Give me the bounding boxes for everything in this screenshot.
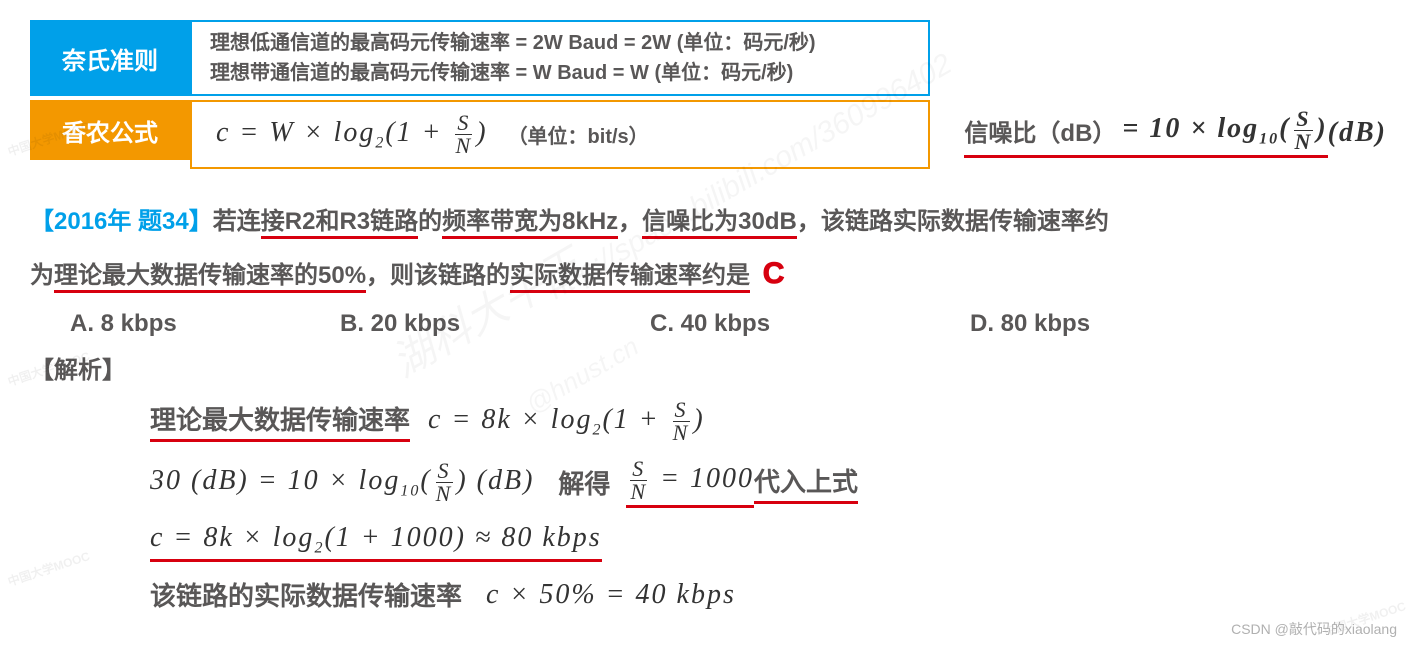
snr-formula: 信噪比（dB） = 10 × log10(SN) (dB): [964, 108, 1387, 158]
nyquist-label: 奈氏准则: [30, 20, 190, 96]
q-underline: 信噪比为30dB: [642, 208, 797, 239]
formula-text: =: [1122, 113, 1149, 144]
q-text: 的: [418, 208, 442, 235]
question-block: 【2016年 题34】若连接R2和R3链路的频率带宽为8kHz，信噪比为30dB…: [30, 199, 1387, 302]
formula-text: ): [476, 117, 487, 148]
fraction: SN: [454, 112, 475, 157]
option-d: D. 80 kbps: [970, 310, 1090, 338]
q-underline: 接R2和R3链路: [261, 208, 418, 239]
formula-text: c = 8k × log: [428, 404, 592, 435]
fraction: SN: [671, 399, 692, 444]
formula-text: ): [1316, 113, 1327, 144]
formula-sub: 2: [314, 539, 324, 556]
frac-den: N: [1292, 131, 1314, 153]
answer-mark: C: [763, 257, 785, 290]
sol-label: 理论最大数据传输速率: [150, 400, 410, 442]
shannon-unit: （单位：bit/s）: [508, 120, 649, 149]
shannon-formula: c = W × log2(1 + SN): [216, 112, 488, 157]
fraction: SN: [434, 460, 455, 505]
formula-text: 30 (dB) = 10 × log: [150, 465, 400, 496]
options-row: A. 8 kbps B. 20 kbps C. 40 kbps D. 80 kb…: [30, 310, 1387, 338]
frac-num: S: [436, 460, 453, 483]
frac-den: N: [454, 135, 475, 157]
watermark-mooc: 中国大学MOOC: [5, 547, 91, 590]
q-underline: 实际数据传输速率约是: [510, 262, 750, 293]
solution-line-1: 理论最大数据传输速率 c = 8k × log2(1 + SN): [150, 399, 1387, 444]
question-tag: 【2016年 题34】: [30, 208, 213, 235]
solution-line-2: 30 (dB) = 10 × log10(SN) (dB) 解得 SN = 10…: [150, 458, 1387, 508]
solution-line-4: 该链路的实际数据传输速率 c × 50% = 40 kbps: [150, 576, 1387, 613]
frac-num: S: [455, 112, 472, 135]
formula-text: c = 8k × log: [150, 522, 314, 553]
frac-num: S: [673, 399, 690, 422]
nyquist-line1: 理想低通信道的最高码元传输速率 = 2W Baud = 2W (单位：码元/秒): [210, 28, 910, 58]
sol-label: 解得: [558, 464, 610, 501]
shannon-label: 香农公式: [30, 100, 190, 160]
formula-text: (1 +: [385, 117, 451, 148]
q-text: ，: [618, 208, 642, 235]
formula-sub: 10: [400, 483, 420, 500]
fraction: SN: [1292, 108, 1314, 153]
nyquist-line2: 理想带通信道的最高码元传输速率 = W Baud = W (单位：码元/秒): [210, 58, 910, 88]
frac-den: N: [671, 422, 692, 444]
q-underline: 理论最大数据传输速率的50%: [54, 262, 366, 293]
frac-den: N: [628, 481, 649, 503]
formula-text: (1 + 1000) ≈ 80 kbps: [324, 522, 601, 553]
sol-label: 该链路的实际数据传输速率: [150, 576, 462, 613]
formula-text: ) (dB): [456, 465, 534, 496]
formula-sub: 2: [592, 421, 602, 438]
formula-text: (: [1279, 113, 1290, 144]
frac-den: N: [434, 483, 455, 505]
attribution: CSDN @敲代码的xiaolang: [1231, 619, 1397, 639]
analysis-label: 【解析】: [30, 350, 1387, 385]
q-text: ，则该链路的: [366, 262, 510, 289]
frac-num: S: [1294, 108, 1312, 131]
formula-sub: 2: [375, 135, 385, 152]
formula-text: ): [693, 404, 704, 435]
option-b: B. 20 kbps: [340, 310, 650, 338]
snr-label: 信噪比（dB）: [964, 113, 1116, 148]
formula-sub: 10: [1259, 131, 1279, 148]
fraction: SN: [628, 458, 649, 503]
frac-num: S: [630, 458, 647, 481]
formula-text: = 1000: [651, 463, 754, 494]
formula-text: 10 × log: [1149, 113, 1259, 144]
q-text: ，该链路实际数据传输速率约: [797, 208, 1109, 235]
q-underline: 频率带宽为8kHz: [442, 208, 618, 239]
nyquist-content: 理想低通信道的最高码元传输速率 = 2W Baud = 2W (单位：码元/秒)…: [190, 20, 930, 96]
formula-text: c × 50% = 40 kbps: [486, 579, 736, 611]
formula-text: (: [420, 465, 431, 496]
sol-label: 代入上式: [754, 462, 858, 504]
formula-text: (1 +: [602, 404, 668, 435]
q-text: 若连: [213, 208, 261, 235]
solution-line-3: c = 8k × log2(1 + 1000) ≈ 80 kbps: [150, 522, 1387, 563]
option-c: C. 40 kbps: [650, 310, 970, 338]
formula-text: c = W × log: [216, 117, 375, 148]
snr-suffix: (dB): [1328, 117, 1387, 149]
nyquist-row: 奈氏准则 理想低通信道的最高码元传输速率 = 2W Baud = 2W (单位：…: [30, 20, 1387, 96]
shannon-content: c = W × log2(1 + SN) （单位：bit/s）: [190, 100, 930, 169]
option-a: A. 8 kbps: [70, 310, 340, 338]
q-text: 为: [30, 262, 54, 289]
